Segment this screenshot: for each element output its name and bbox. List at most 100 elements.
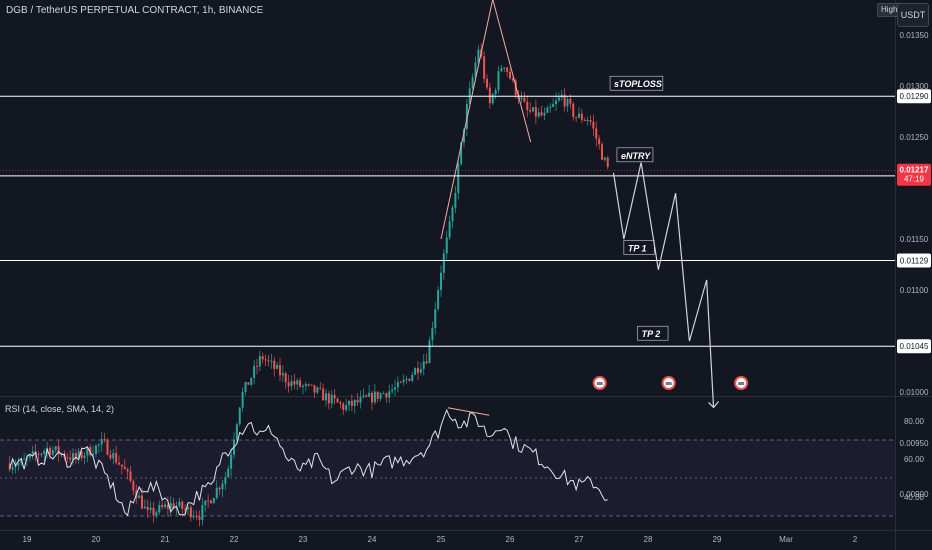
candle-body [69, 457, 72, 460]
candle-body [506, 67, 509, 72]
candle-body [509, 71, 511, 79]
candle-body [281, 373, 284, 376]
candle-body [293, 381, 296, 385]
candle-body [448, 221, 451, 238]
candle-body [80, 451, 83, 459]
candle-body [474, 62, 477, 78]
candle-body [313, 385, 316, 393]
candle-body [143, 506, 146, 509]
price-tick-label: 0.01250 [900, 133, 929, 142]
level-tag-tp2: 0.01045 [900, 342, 929, 351]
candle-body [11, 467, 14, 470]
candle-body [520, 97, 523, 100]
price-tick-label: 0.01300 [900, 82, 929, 91]
candle-body [210, 500, 212, 504]
candle-body [333, 394, 336, 399]
candle-body [74, 453, 77, 458]
candle-body [396, 382, 399, 388]
candle-body [238, 407, 241, 425]
candle-body [267, 360, 270, 362]
candle-body [382, 393, 385, 395]
candle-body [342, 403, 345, 410]
candle-body [270, 360, 273, 362]
level-label-box-tp2 [637, 325, 669, 341]
level-tag-bg-tp2 [897, 339, 931, 354]
price-tick-label: 0.01350 [900, 31, 929, 40]
candle-body [457, 163, 460, 194]
level-tag-bg-stoploss [897, 89, 931, 104]
time-tick-label: Mar [779, 535, 793, 544]
candle-countdown: 47:19 [904, 175, 925, 184]
candle-body [417, 368, 419, 373]
candle-body [549, 106, 552, 108]
candle-body [583, 119, 586, 121]
candle-body [23, 458, 26, 460]
candle-body [563, 94, 566, 107]
candle-body [201, 505, 204, 520]
price-tick-label: 0.01000 [900, 388, 929, 397]
candle-body [86, 447, 89, 456]
candle-body [578, 113, 580, 118]
candle-body [132, 480, 135, 491]
time-tick-label: 24 [368, 535, 377, 544]
candle-body [187, 507, 189, 510]
time-tick-label: 20 [92, 535, 101, 544]
candle-body [241, 392, 244, 408]
currency-button[interactable]: USDT [897, 3, 929, 27]
candle-body [601, 144, 603, 160]
trend-line-2 [492, 0, 532, 143]
price-tick-label: 0.00950 [900, 439, 929, 448]
candle-body [460, 142, 463, 164]
candle-body [532, 107, 534, 112]
candle-body [376, 391, 379, 399]
candle-body [523, 97, 526, 102]
projection-path [612, 162, 715, 408]
candle-body [434, 308, 437, 328]
candle-body [486, 78, 488, 88]
price-tick-label: 0.00900 [900, 490, 929, 499]
candle-body [299, 380, 302, 387]
candle-body [371, 392, 373, 403]
candle-body [419, 369, 422, 373]
candle-body [221, 483, 224, 490]
candle-body [362, 395, 365, 398]
candle-body [152, 507, 155, 516]
candle-body [103, 439, 106, 441]
candle-body [40, 453, 43, 455]
rsi-tick-label: 40.00 [904, 493, 925, 502]
candle-body [192, 516, 195, 518]
time-tick-label: 29 [713, 535, 722, 544]
candle-body [106, 440, 109, 455]
candle-body [529, 110, 532, 112]
rsi-tick-label: 80.00 [904, 417, 925, 426]
candle-body [207, 500, 210, 502]
time-tick-label: 21 [161, 535, 170, 544]
candle-body [302, 385, 304, 387]
price-tick-label: 0.01100 [900, 286, 929, 295]
candle-body [322, 388, 325, 401]
candle-body [566, 98, 569, 107]
candle-body [437, 289, 440, 309]
rsi-title: RSI (14, close, SMA, 14, 2) [5, 404, 115, 414]
candle-body [307, 384, 310, 386]
candle-body [592, 121, 595, 129]
candle-body [60, 453, 63, 455]
candle-body [356, 399, 359, 403]
candle-body [471, 77, 474, 89]
candle-body [598, 138, 601, 145]
candle-body [290, 381, 293, 387]
candle-body [359, 397, 362, 403]
candle-body [543, 112, 546, 116]
candle-body [244, 382, 247, 393]
chart-title: DGB / TetherUS PERPETUAL CONTRACT, 1h, B… [6, 5, 264, 16]
candle-body [181, 501, 184, 509]
candle-body [189, 507, 192, 518]
candle-body [83, 455, 86, 459]
candle-body [500, 68, 503, 72]
candle-body [164, 504, 166, 508]
candle-body [72, 453, 74, 460]
time-tick-label: 23 [299, 535, 308, 544]
candle-body [166, 504, 169, 509]
candle-body [258, 356, 261, 367]
